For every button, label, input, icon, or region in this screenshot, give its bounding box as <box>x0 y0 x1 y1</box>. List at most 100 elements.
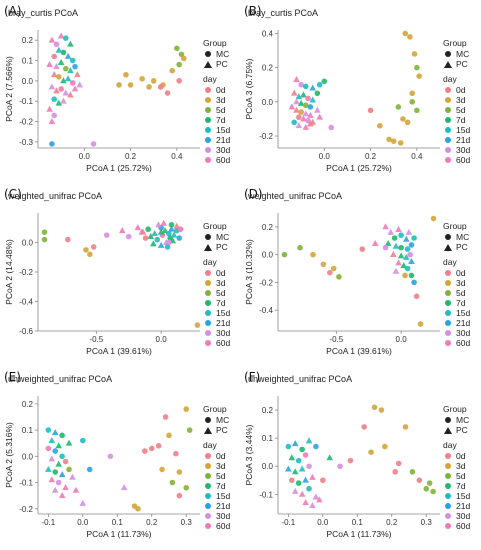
chart-title: unweighted_unifrac PCoA <box>248 374 353 384</box>
y-axis-label: PCoA 3 (10.32%) <box>244 239 254 305</box>
legend-day-label: 21d <box>456 318 471 328</box>
data-point-triangle <box>291 440 299 447</box>
triangle-icon <box>203 426 213 434</box>
data-point-circle <box>65 236 71 243</box>
data-point-circle <box>123 71 129 78</box>
y-tick-label: 0.2 <box>262 406 274 415</box>
chart-title: bray_curtis PCoA <box>248 8 319 18</box>
legend-day-label: 0d <box>456 85 466 95</box>
legend-group-label: MC <box>456 415 470 425</box>
data-point-circle <box>135 505 141 512</box>
data-point-triangle <box>312 493 320 500</box>
data-point-triangle <box>302 499 309 506</box>
triangle-icon <box>203 60 213 68</box>
data-point-circle <box>41 236 48 243</box>
data-point-triangle <box>48 436 56 443</box>
points-layer <box>281 215 437 327</box>
data-point-circle <box>402 424 409 430</box>
legend-day-item: 5d <box>203 471 230 481</box>
chart-panel: (B) bray_curtis PCoA 0.0 0.2 0.4 -0.2 0.0 0.2 0.… <box>240 0 480 183</box>
data-point-circle <box>368 449 374 455</box>
data-point-circle <box>347 457 354 464</box>
legend-group-item: MC <box>203 49 230 59</box>
legend-day-item: 60d <box>203 338 230 348</box>
data-point-circle <box>107 453 114 460</box>
y-tick-label: -0.4 <box>259 306 273 315</box>
data-point-circle <box>302 452 309 458</box>
data-point-triangle <box>400 262 408 269</box>
legend-day-item: 5d <box>203 105 230 115</box>
legend-day-label: 15d <box>216 125 231 135</box>
data-point-triangle <box>53 87 60 94</box>
legend-day-label: 7d <box>216 298 226 308</box>
data-point-triangle <box>74 71 81 78</box>
data-point-circle <box>90 141 97 147</box>
data-point-circle <box>409 469 416 475</box>
data-point-circle <box>414 107 420 114</box>
data-point-circle <box>176 469 183 475</box>
x-tick-label: 0.4 <box>171 152 183 161</box>
y-tick-label: -0.3 <box>19 138 33 147</box>
data-point-triangle <box>134 224 142 231</box>
triangle-icon <box>443 426 453 434</box>
panel-letter: (E) <box>4 370 21 384</box>
data-point-circle <box>359 246 366 252</box>
legend-group-title: Group <box>203 221 227 231</box>
color-dot-icon <box>203 147 213 153</box>
data-point-triangle <box>295 93 303 100</box>
legend-group-label: MC <box>456 232 470 242</box>
legend-day-item: 7d <box>203 298 230 308</box>
legend-day-item: 60d <box>203 155 230 165</box>
data-point-circle <box>305 95 311 102</box>
color-dot-icon <box>443 270 453 276</box>
data-point-circle <box>45 445 52 452</box>
legend-day-item: 21d <box>443 318 470 328</box>
legend-day-item: 3d <box>443 461 470 471</box>
x-axis-label: PCoA 1 (25.72%) <box>326 163 392 173</box>
legend-day-label: 3d <box>216 95 226 105</box>
data-point-circle <box>146 84 152 90</box>
panel-letter: (A) <box>4 4 22 18</box>
data-point-circle <box>411 279 417 286</box>
legend-day-item: 0d <box>203 85 230 95</box>
data-point-triangle <box>69 473 76 480</box>
legend-day-item: 3d <box>203 278 230 288</box>
data-point-triangle <box>309 473 316 480</box>
data-point-circle <box>194 322 201 328</box>
data-point-triangle <box>60 97 67 104</box>
legend-day-label: 15d <box>456 491 471 501</box>
x-axis-label: PCoA 1 (39.61%) <box>86 346 152 356</box>
circle-icon <box>443 417 453 423</box>
legend-group-item: PC <box>443 242 470 252</box>
legend-day-label: 60d <box>216 155 231 165</box>
data-point-circle <box>183 406 190 412</box>
chart-title: unweighted_unifrac PCoA <box>8 374 113 384</box>
data-point-circle <box>402 272 408 279</box>
legend-day-item: 15d <box>443 125 470 135</box>
legend-group-title: Group <box>443 38 467 48</box>
data-point-triangle <box>76 81 83 88</box>
data-point-triangle <box>168 225 175 232</box>
legend-group-label: PC <box>456 242 468 252</box>
legend-day-item: 5d <box>443 471 470 481</box>
legend-day-item: 7d <box>203 481 230 491</box>
data-point-triangle <box>390 251 397 258</box>
color-dot-icon <box>443 503 453 509</box>
data-point-triangle <box>307 120 314 127</box>
chart-panel: (E) unweighted_unifrac PCoA -0.1 0.0 0.1 0.2 0… <box>0 366 240 549</box>
legend-day-item: 0d <box>203 451 230 461</box>
data-point-circle <box>103 232 110 238</box>
legend-day-label: 30d <box>216 145 231 155</box>
color-dot-icon <box>443 117 453 123</box>
data-point-triangle <box>118 227 126 234</box>
data-point-circle <box>173 450 179 457</box>
color-dot-icon <box>203 290 213 296</box>
legend-day-item: 21d <box>203 318 230 328</box>
data-point-triangle <box>371 239 379 246</box>
color-dot-icon <box>203 463 213 469</box>
legend-day-item: 7d <box>203 115 230 125</box>
data-point-triangle <box>51 429 59 436</box>
data-point-circle <box>157 84 164 90</box>
data-point-circle <box>166 432 172 439</box>
data-point-circle <box>66 466 72 473</box>
